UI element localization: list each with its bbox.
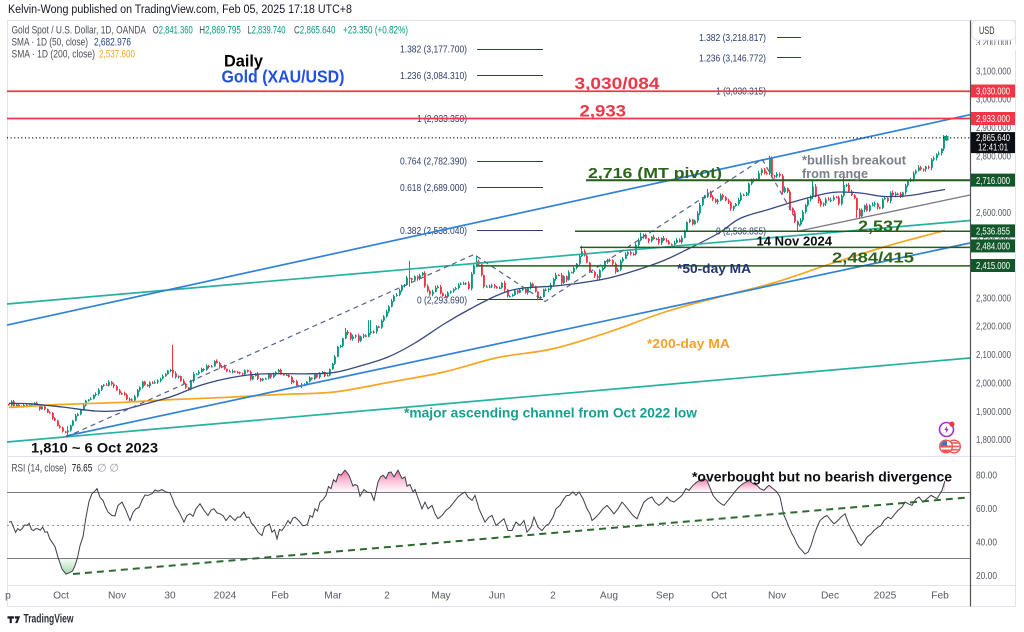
svg-text:3,030.000: 3,030.000 — [976, 87, 1010, 98]
svg-text:60.00: 60.00 — [976, 504, 998, 515]
svg-text:2,600.000: 2,600.000 — [976, 208, 1011, 219]
svg-text:H2,869.795: H2,869.795 — [199, 25, 241, 37]
svg-text:Sep: Sep — [656, 591, 674, 602]
svg-text:*bullish breakout: *bullish breakout — [802, 154, 907, 168]
svg-text:76.65: 76.65 — [72, 463, 93, 475]
svg-text:2,000.000: 2,000.000 — [976, 378, 1011, 389]
svg-text:1,900.000: 1,900.000 — [976, 407, 1011, 418]
svg-text:80.00: 80.00 — [976, 470, 998, 481]
svg-text:2,536.855: 2,536.855 — [976, 227, 1010, 238]
svg-text:2,865.640: 2,865.640 — [976, 133, 1010, 144]
svg-text:3,030/084: 3,030/084 — [575, 74, 661, 93]
svg-text:2,415.000: 2,415.000 — [976, 261, 1010, 272]
svg-text:Kelvin-Wong published on Tradi: Kelvin-Wong published on TradingView.com… — [8, 4, 352, 16]
svg-text:2,716.000: 2,716.000 — [976, 176, 1010, 187]
svg-text:from range: from range — [802, 167, 868, 181]
svg-text:2,933: 2,933 — [580, 102, 627, 121]
svg-text:∅ ∅: ∅ ∅ — [97, 463, 119, 475]
svg-text:Nov: Nov — [108, 591, 127, 602]
svg-text:2,682.976: 2,682.976 — [94, 37, 131, 49]
svg-text:0.764 (2,782.390): 0.764 (2,782.390) — [400, 157, 467, 168]
svg-text:*50-day MA: *50-day MA — [677, 261, 752, 276]
svg-text:May: May — [431, 591, 451, 602]
svg-text:2,716 (MT pivot): 2,716 (MT pivot) — [588, 165, 722, 182]
svg-text:Mar: Mar — [324, 591, 342, 602]
svg-text:3,200.000: 3,200.000 — [976, 38, 1011, 49]
svg-text:C2,865.640: C2,865.640 — [294, 25, 336, 37]
svg-text:Feb: Feb — [931, 591, 949, 602]
svg-text:Gold Spot / U.S. Dollar, 1D, O: Gold Spot / U.S. Dollar, 1D, OANDA — [12, 25, 147, 37]
svg-text:3,000.000: 3,000.000 — [976, 95, 1011, 106]
svg-text:30: 30 — [164, 591, 176, 602]
svg-text:3,100.000: 3,100.000 — [976, 66, 1011, 77]
svg-text:SMA · 1D (200, close): SMA · 1D (200, close) — [12, 48, 96, 60]
svg-text:RSI (14, close): RSI (14, close) — [12, 463, 67, 475]
svg-text:2,933.000: 2,933.000 — [976, 114, 1010, 125]
svg-text:Dec: Dec — [821, 591, 839, 602]
svg-text:1 (2,933.350): 1 (2,933.350) — [417, 114, 467, 125]
svg-text:Oct: Oct — [711, 591, 727, 602]
svg-text:2: 2 — [550, 591, 556, 602]
svg-text:Oct: Oct — [53, 591, 69, 602]
svg-text:14 Nov 2024: 14 Nov 2024 — [757, 234, 833, 249]
svg-text:2024: 2024 — [214, 591, 237, 602]
svg-text:40.00: 40.00 — [976, 538, 998, 549]
svg-text:2,300.000: 2,300.000 — [976, 293, 1011, 304]
svg-text:2,800.000: 2,800.000 — [976, 151, 1011, 162]
svg-text:2025: 2025 — [874, 591, 897, 602]
svg-text:Nov: Nov — [768, 591, 787, 602]
svg-text:*overbought but no bearish div: *overbought but no bearish divergence — [692, 470, 952, 485]
svg-text:SMA · 1D (50, close): SMA · 1D (50, close) — [12, 37, 89, 49]
svg-text:12:41:01: 12:41:01 — [978, 142, 1008, 153]
svg-text:*major ascending channel from: *major ascending channel from Oct 2022 l… — [404, 406, 698, 421]
svg-text:USD: USD — [979, 25, 995, 37]
svg-text:O2,841.360: O2,841.360 — [153, 25, 193, 37]
svg-text:Jun: Jun — [489, 591, 505, 602]
svg-text:*200-day MA: *200-day MA — [647, 336, 731, 351]
svg-text:+23.350 (+0.82%): +23.350 (+0.82%) — [343, 25, 408, 37]
svg-text:1.382 (3,177.700): 1.382 (3,177.700) — [400, 45, 467, 56]
svg-text:Feb: Feb — [271, 591, 289, 602]
svg-text:1.236 (3,084.310): 1.236 (3,084.310) — [400, 71, 467, 82]
svg-text:1,800.000: 1,800.000 — [976, 435, 1011, 446]
svg-text:2,484.000: 2,484.000 — [976, 242, 1010, 253]
svg-text:Gold (XAU/USD): Gold (XAU/USD) — [222, 67, 345, 87]
svg-text:2: 2 — [384, 591, 390, 602]
svg-text:TradingView: TradingView — [24, 611, 74, 625]
svg-text:2,484/415: 2,484/415 — [832, 250, 914, 267]
svg-text:p: p — [5, 591, 11, 602]
svg-text:1,810 ~ 6 Oct 2023: 1,810 ~ 6 Oct 2023 — [31, 441, 159, 456]
svg-text:2,537.600: 2,537.600 — [99, 48, 135, 60]
svg-text:Aug: Aug — [600, 591, 618, 602]
svg-text:0.618 (2,689.000): 0.618 (2,689.000) — [400, 183, 467, 194]
svg-text:1.236 (3,146.772): 1.236 (3,146.772) — [699, 53, 766, 64]
svg-text:20.00: 20.00 — [976, 571, 998, 582]
svg-text:Daily: Daily — [224, 51, 264, 70]
svg-text:L2,839.740: L2,839.740 — [248, 25, 286, 37]
svg-text:2,900.000: 2,900.000 — [976, 123, 1011, 134]
svg-text:0 (2,293.690): 0 (2,293.690) — [417, 295, 467, 306]
svg-text:2,537: 2,537 — [858, 219, 903, 236]
svg-text:1.382 (3,218.817): 1.382 (3,218.817) — [699, 33, 766, 44]
svg-text:2,200.000: 2,200.000 — [976, 322, 1011, 333]
svg-text:2,100.000: 2,100.000 — [976, 350, 1011, 361]
